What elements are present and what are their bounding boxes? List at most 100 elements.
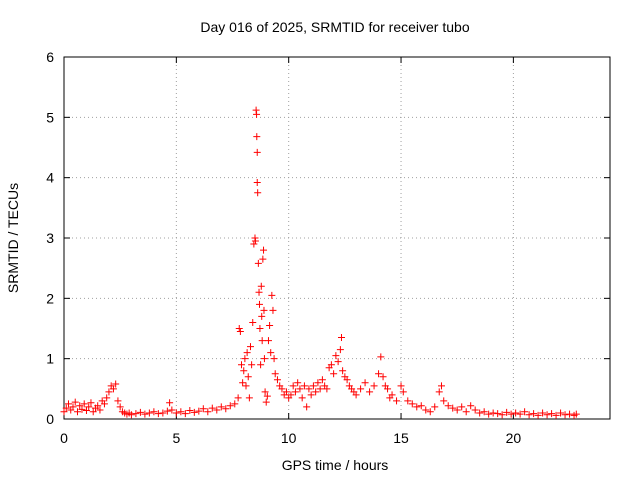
data-point xyxy=(336,346,344,354)
data-point xyxy=(525,411,533,419)
data-point xyxy=(263,392,271,400)
data-point xyxy=(530,410,538,418)
data-point xyxy=(489,409,497,417)
data-point xyxy=(557,409,565,417)
data-point xyxy=(259,255,267,263)
data-point xyxy=(296,385,304,393)
data-point xyxy=(303,403,311,411)
data-point xyxy=(253,133,261,141)
data-point xyxy=(69,403,77,411)
data-point xyxy=(243,349,251,357)
data-point xyxy=(234,394,242,402)
data-point xyxy=(269,306,277,314)
data-point xyxy=(404,397,412,405)
data-point xyxy=(266,321,274,329)
data-point xyxy=(199,405,207,413)
data-point xyxy=(177,408,185,416)
data-point xyxy=(168,406,176,414)
data-point xyxy=(516,410,524,418)
data-point xyxy=(552,411,560,419)
data-point xyxy=(262,398,270,406)
data-point xyxy=(413,403,421,411)
data-point xyxy=(246,343,254,351)
data-point xyxy=(361,379,369,387)
data-point xyxy=(116,403,124,411)
x-tick-label: 10 xyxy=(281,430,297,446)
data-point xyxy=(512,409,520,417)
data-point xyxy=(471,406,479,414)
data-point xyxy=(408,400,416,408)
data-point xyxy=(323,385,331,393)
data-point xyxy=(96,406,104,414)
data-point xyxy=(242,382,250,390)
data-point xyxy=(437,382,445,390)
data-point xyxy=(208,404,216,412)
data-point xyxy=(267,349,275,357)
data-point xyxy=(166,399,174,407)
data-point xyxy=(235,325,243,332)
data-point xyxy=(71,398,79,406)
data-point xyxy=(287,391,295,399)
data-point xyxy=(238,361,246,369)
data-point xyxy=(222,405,230,413)
y-axis-title: SRMTID / TECUs xyxy=(5,183,21,293)
data-point xyxy=(257,282,265,290)
data-point xyxy=(440,397,448,405)
data-point xyxy=(334,358,342,366)
data-point xyxy=(261,388,269,396)
grid xyxy=(64,57,610,419)
data-point xyxy=(548,410,556,418)
data-point xyxy=(449,404,457,412)
data-point xyxy=(384,385,392,393)
data-point xyxy=(248,361,256,369)
data-point xyxy=(136,408,144,416)
data-point xyxy=(307,391,315,399)
data-point xyxy=(76,402,84,410)
data-point xyxy=(114,397,122,405)
data-point xyxy=(278,385,286,393)
data-point xyxy=(260,355,268,363)
y-tick-label: 5 xyxy=(46,109,54,125)
y-tick-label: 6 xyxy=(46,49,54,65)
data-point xyxy=(314,379,322,387)
data-point xyxy=(132,410,140,418)
data-point xyxy=(521,408,529,416)
data-point xyxy=(255,300,263,308)
data-point xyxy=(60,408,68,416)
data-point xyxy=(561,411,569,419)
data-point xyxy=(94,402,102,410)
data-point xyxy=(226,402,234,410)
data-point xyxy=(163,407,171,415)
data-point xyxy=(172,409,180,417)
data-point xyxy=(379,373,387,381)
data-point xyxy=(141,410,149,418)
data-point xyxy=(89,408,97,416)
data-point xyxy=(127,411,135,419)
data-point xyxy=(255,288,263,296)
data-point xyxy=(566,410,574,418)
y-tick-label: 4 xyxy=(46,170,54,186)
data-point xyxy=(282,388,290,396)
data-point xyxy=(273,376,281,384)
data-point xyxy=(78,405,86,413)
data-point xyxy=(264,337,272,345)
data-point xyxy=(100,400,108,408)
data-point xyxy=(298,394,306,402)
data-point xyxy=(397,382,405,390)
data-point xyxy=(485,410,493,418)
data-point xyxy=(431,403,439,411)
data-point xyxy=(250,240,258,248)
data-point xyxy=(186,407,194,415)
data-point xyxy=(330,370,338,378)
data-point xyxy=(507,410,515,418)
axis-tick-labels: 0 5 10 15 20 0 1 2 3 4 5 6 xyxy=(46,49,521,446)
data-point xyxy=(480,408,488,416)
chart-title: Day 016 of 2025, SRMTID for receiver tub… xyxy=(200,19,469,35)
data-point xyxy=(240,367,248,375)
data-point xyxy=(534,411,542,419)
data-point xyxy=(370,382,378,390)
data-point xyxy=(154,410,162,418)
data-points xyxy=(60,106,580,419)
data-point xyxy=(239,379,247,387)
